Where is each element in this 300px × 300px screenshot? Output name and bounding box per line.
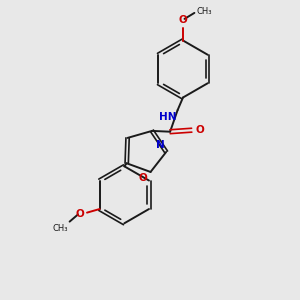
Text: N: N	[156, 140, 164, 150]
Text: CH₃: CH₃	[196, 7, 212, 16]
Text: HN: HN	[159, 112, 176, 122]
Text: O: O	[139, 173, 148, 183]
Text: CH₃: CH₃	[52, 224, 68, 233]
Text: O: O	[195, 125, 204, 135]
Text: O: O	[75, 209, 84, 219]
Text: O: O	[178, 15, 188, 25]
